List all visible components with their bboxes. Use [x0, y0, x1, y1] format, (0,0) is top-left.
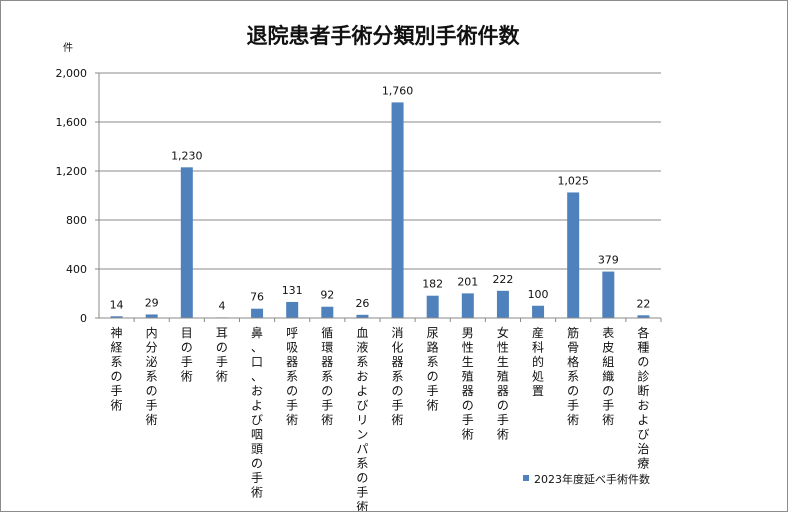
bar — [496, 290, 509, 318]
category-label: 呼吸器系の手術 — [286, 326, 298, 427]
category-label: 耳の手術 — [216, 326, 228, 384]
data-label: 26 — [355, 297, 369, 310]
data-label: 29 — [145, 296, 159, 309]
bar — [391, 102, 404, 319]
category-label: 神経系の手術 — [111, 326, 123, 413]
data-label: 379 — [598, 254, 619, 267]
category-label: 筋骨格系の手術 — [567, 325, 579, 427]
y-tick-label: 0 — [80, 312, 87, 325]
bar — [602, 271, 615, 318]
y-tick-label: 800 — [66, 214, 87, 227]
data-label: 1,760 — [382, 84, 414, 97]
bar — [356, 314, 369, 318]
category-label: 尿路系の手術 — [427, 326, 439, 413]
legend-label: 2023年度延べ手術件数 — [534, 472, 650, 486]
chart-title: 退院患者手術分類別手術件数 — [247, 24, 521, 48]
category-label: 各種の診断および治療 — [637, 325, 649, 471]
bar — [110, 316, 123, 318]
bar — [145, 314, 158, 318]
category-label: 鼻、口、および咽頭の手術 — [251, 325, 263, 500]
category-label: 循環器系の手術 — [321, 326, 333, 427]
x-axis-category-labels: 神経系の手術 内分泌系の手術 目の手術 耳の手術 鼻、口、および咽頭の手術 呼吸器系の手術… — [111, 318, 662, 511]
bar — [286, 301, 299, 318]
category-label: 消化器系の手術 — [392, 326, 404, 427]
category-label: 男性生殖器の手術 — [462, 326, 474, 442]
data-label: 1,230 — [171, 149, 203, 162]
y-axis-unit-label: 件 — [63, 42, 73, 54]
data-label: 222 — [492, 273, 513, 286]
bar — [567, 192, 580, 318]
data-label: 100 — [528, 288, 549, 301]
data-label: 201 — [457, 275, 478, 288]
data-label: 92 — [320, 289, 334, 302]
data-label: 14 — [110, 298, 124, 311]
legend: 2023年度延べ手術件数 — [523, 472, 650, 486]
data-label: 1,025 — [557, 174, 589, 187]
bar — [251, 308, 264, 318]
bar — [637, 315, 650, 318]
legend-swatch — [523, 475, 529, 481]
data-label: 76 — [250, 291, 264, 304]
bar — [321, 306, 334, 318]
data-label: 22 — [636, 297, 650, 310]
bar — [180, 167, 193, 318]
y-tick-label: 2,000 — [56, 67, 88, 80]
y-tick-label: 400 — [66, 263, 87, 276]
category-label: 内分泌系の手術 — [146, 326, 158, 427]
data-labels: 14 29 1,230 4 76 131 92 26 1,760 182 201 222 100 1,02… — [110, 84, 651, 312]
bar — [426, 295, 439, 318]
bars — [110, 102, 650, 319]
category-label: 女性生殖器の手術 — [497, 325, 509, 442]
bar — [461, 293, 474, 318]
category-label: 表皮組織の手術 — [602, 326, 614, 427]
category-label: 目の手術 — [181, 326, 193, 384]
y-tick-label: 1,600 — [56, 116, 88, 129]
data-label: 182 — [422, 278, 443, 291]
y-tick-label: 1,200 — [56, 165, 88, 178]
category-label: 産科的処置 — [532, 325, 544, 398]
bar — [532, 305, 545, 318]
data-label: 4 — [218, 299, 225, 312]
data-label: 131 — [282, 284, 303, 297]
category-label: 血液系およびリンパ系の手術 — [356, 326, 368, 511]
y-axis-ticks: 0 400 800 1,200 1,600 2,000 — [56, 67, 99, 325]
